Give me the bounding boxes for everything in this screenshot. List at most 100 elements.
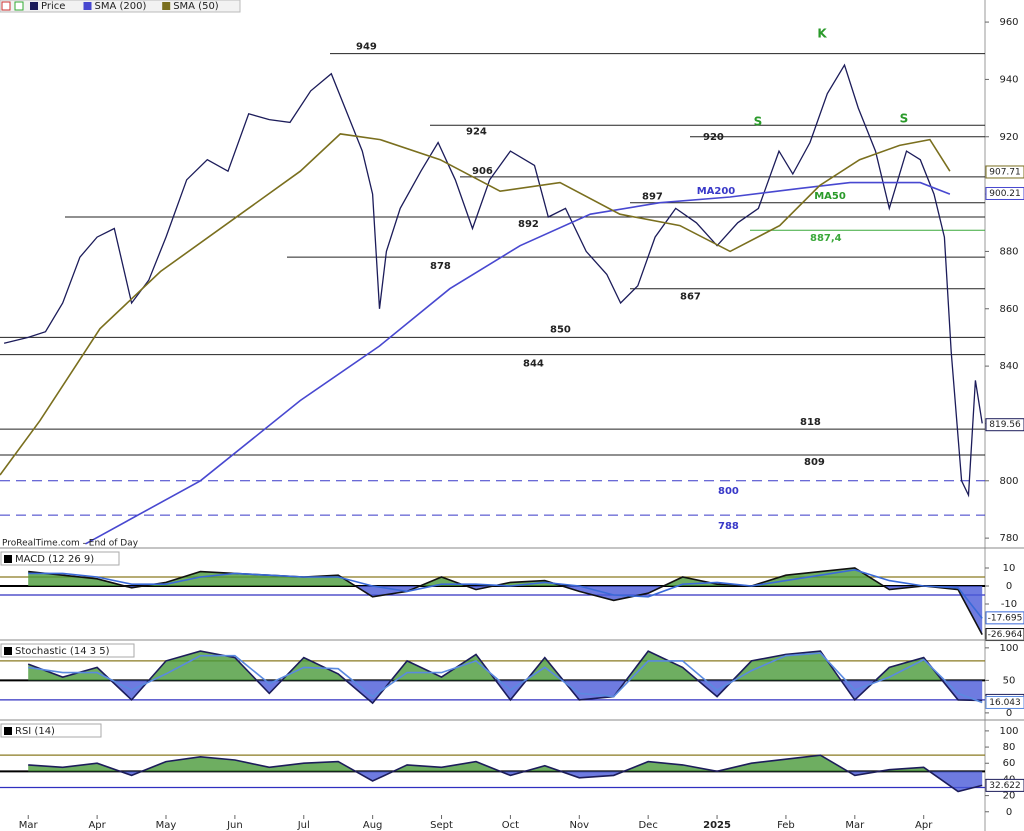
- y-tick-label: 80: [1003, 742, 1016, 753]
- x-tick-label: Mar: [845, 820, 865, 831]
- series-line: [27, 650, 983, 705]
- y-tick-label: 780: [999, 533, 1018, 544]
- plot: [0, 63, 983, 545]
- series-line: [85, 181, 951, 545]
- legend-swatch: [162, 2, 171, 10]
- annotation: MA200: [697, 186, 736, 197]
- last-value-box: [985, 165, 1024, 179]
- series-line: [28, 754, 983, 793]
- y-tick-label: -10: [1001, 599, 1017, 610]
- level-label: 892: [518, 219, 539, 230]
- area-above: [28, 568, 983, 586]
- title-icon: [4, 727, 12, 735]
- x-tick-label: 2025: [703, 820, 731, 831]
- last-value-label: 900.21: [989, 189, 1021, 199]
- annotation: K: [817, 27, 827, 41]
- y-tick-label: 840: [999, 361, 1018, 372]
- y-tick-label: 920: [999, 132, 1018, 143]
- y-tick-label: 20: [1003, 791, 1016, 802]
- title-icon: [4, 555, 12, 563]
- last-value-label: -26.964: [988, 630, 1023, 640]
- level-label: 949: [356, 42, 377, 53]
- last-value-label: 907.71: [989, 167, 1021, 177]
- plot: [28, 567, 983, 635]
- y-tick-label: 60: [1003, 758, 1016, 769]
- title-box: [0, 643, 135, 658]
- x-tick-label: Jun: [226, 820, 243, 831]
- annotation: S: [900, 112, 909, 126]
- annotation: MA50: [814, 191, 846, 202]
- x-tick-label: May: [156, 820, 177, 831]
- y-tick-label: 940: [999, 74, 1018, 85]
- last-value-label: 16.043: [989, 698, 1021, 708]
- level-label: 818: [800, 417, 821, 428]
- legend-swatch: [83, 2, 92, 10]
- y-tick-label: 100: [999, 643, 1018, 654]
- legend-swatch: [30, 2, 38, 10]
- tool-icon: [14, 1, 24, 11]
- legend-label: Price: [41, 1, 65, 12]
- y-tick-label: 10: [1003, 563, 1016, 574]
- last-value-box: [985, 418, 1024, 432]
- title-box: [0, 551, 120, 566]
- title-icon: [4, 647, 12, 655]
- toolbar: [0, 0, 241, 13]
- level-label: 887,4: [810, 233, 842, 244]
- level-label: 809: [804, 457, 825, 468]
- series-line: [28, 567, 983, 635]
- x-tick-label: Jul: [297, 820, 310, 831]
- series-line: [28, 652, 983, 704]
- last-value-box: [985, 695, 1024, 709]
- x-tick-label: Nov: [570, 820, 590, 831]
- panel-title: MACD (12 26 9): [15, 554, 94, 565]
- x-tick-label: Dec: [638, 820, 657, 831]
- annotation: S: [754, 115, 763, 129]
- source: ProRealTime.com - End of Day: [2, 539, 139, 549]
- last-value-box: [985, 778, 1024, 792]
- y-tick-label: 960: [999, 17, 1018, 28]
- level-label: 920: [703, 132, 724, 143]
- tool-icon: [1, 1, 11, 11]
- last-value-label: 819.56: [989, 420, 1021, 430]
- y-tick-label: 800: [999, 476, 1018, 487]
- last-value-label: -17.695: [988, 613, 1023, 623]
- title-box: [0, 723, 102, 738]
- x-tick-label: Apr: [915, 820, 933, 831]
- series-line: [28, 568, 983, 619]
- last-value-box: [985, 186, 1024, 200]
- y-tick-label: 880: [999, 246, 1018, 257]
- last-value-box: [985, 628, 1024, 642]
- level-label: 878: [430, 261, 451, 272]
- level-label: 906: [472, 166, 493, 177]
- x-tick-label: Feb: [777, 820, 795, 831]
- level-label: 850: [550, 324, 571, 335]
- panel-title: Stochastic (14 3 5): [15, 646, 110, 657]
- x-tick-label: Apr: [88, 820, 106, 831]
- last-value-box: [985, 611, 1024, 625]
- series-line: [3, 63, 983, 498]
- level-label: 788: [718, 521, 739, 532]
- legend-label: SMA (50): [173, 1, 219, 12]
- y-tick-label: 50: [1003, 675, 1016, 686]
- plot: [28, 754, 983, 793]
- x-tick-label: Sept: [430, 820, 453, 831]
- plot: [27, 650, 983, 705]
- x-tick-label: Aug: [363, 820, 383, 831]
- x-tick-label: Oct: [502, 820, 519, 831]
- level-label: 844: [523, 359, 544, 370]
- y-tick-label: 860: [999, 304, 1018, 315]
- level-label: 800: [718, 486, 739, 497]
- y-tick-label: 0: [1006, 708, 1012, 719]
- area-above: [28, 651, 943, 681]
- panel-title: RSI (14): [15, 726, 55, 737]
- series-line: [0, 133, 951, 476]
- level-label: 867: [680, 292, 701, 303]
- legend-label: SMA (200): [95, 1, 147, 12]
- x-tick-label: Mar: [19, 820, 39, 831]
- last-value-label: 32.622: [989, 781, 1021, 791]
- y-tick-label: 0: [1006, 807, 1012, 818]
- level-label: 897: [642, 192, 663, 203]
